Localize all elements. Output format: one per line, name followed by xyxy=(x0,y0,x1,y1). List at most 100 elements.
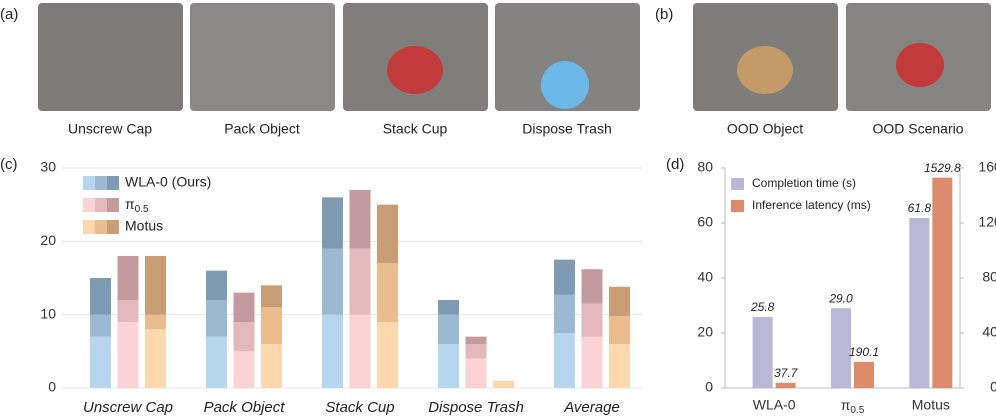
bar-segment xyxy=(438,314,459,344)
bar-segment xyxy=(233,322,255,352)
y-tick-label: 80 xyxy=(697,159,713,175)
bar-segment xyxy=(554,333,575,388)
y-tick-label: 40 xyxy=(697,269,713,285)
legend-swatch xyxy=(107,176,119,190)
value-label: 61.8 xyxy=(908,201,932,215)
legend-swatch xyxy=(107,220,119,234)
bar-segment xyxy=(206,300,227,337)
bar-segment xyxy=(581,303,603,337)
legend-label: Completion time (s) xyxy=(752,176,856,190)
bar-segment xyxy=(609,344,630,388)
plate xyxy=(541,61,589,109)
x-tick-label: π0.5 xyxy=(841,397,865,416)
bar-segment xyxy=(322,197,343,249)
y-tick-label: 20 xyxy=(697,324,713,340)
legend-swatch xyxy=(731,178,744,190)
legend-swatch xyxy=(95,220,107,234)
y2-tick-label: 800 xyxy=(982,269,996,285)
y-tick-label: 0 xyxy=(48,379,56,395)
bar-segment xyxy=(117,256,139,300)
bar-segment xyxy=(261,285,282,308)
bar xyxy=(932,177,953,388)
y-tick-label: 30 xyxy=(40,159,56,175)
legend-swatch xyxy=(107,198,119,212)
panel-label: (d) xyxy=(666,156,684,173)
y-tick-label: 20 xyxy=(40,232,56,248)
bar-segment xyxy=(206,336,227,388)
bar-segment xyxy=(465,358,487,388)
photo-caption: Dispose Trash xyxy=(522,121,611,137)
photo xyxy=(495,3,640,111)
bar-segment xyxy=(438,300,459,315)
bar-segment xyxy=(609,316,630,344)
bar-segment xyxy=(90,336,111,388)
y2-tick-label: 1600 xyxy=(978,159,996,175)
bar-segment xyxy=(233,351,255,388)
bar-segment xyxy=(377,204,398,264)
bar-segment xyxy=(554,294,575,333)
bar-segment xyxy=(581,269,603,304)
photo-caption: OOD Object xyxy=(727,121,803,137)
bar-segment xyxy=(349,314,371,388)
y-tick-label: 0 xyxy=(705,379,713,395)
bar-segment xyxy=(465,336,487,344)
cups xyxy=(737,46,793,94)
photo xyxy=(190,3,335,111)
x-tick-label: Motus xyxy=(912,397,950,413)
bar xyxy=(909,218,930,388)
y2-tick-label: 0 xyxy=(990,379,996,395)
photos xyxy=(38,3,991,111)
photo-caption: OOD Scenario xyxy=(872,121,963,137)
bar-segment xyxy=(322,248,343,315)
x-tick-label: WLA-0 xyxy=(753,397,796,413)
panel-label: (c) xyxy=(0,156,18,173)
bar-segment xyxy=(261,307,282,344)
legend-label: π0.5 xyxy=(125,196,149,215)
y-tick-label: 10 xyxy=(40,305,56,321)
bar-segment xyxy=(261,344,282,388)
value-label: 25.8 xyxy=(750,300,775,314)
legend-label: WLA-0 (Ours) xyxy=(125,174,211,190)
bar-segment xyxy=(206,270,227,300)
x-tick-label: Pack Object xyxy=(204,399,286,416)
x-tick-label: Dispose Trash xyxy=(428,399,524,416)
bar-segment xyxy=(609,286,630,317)
bar-segment xyxy=(377,322,398,388)
y2-tick-label: 400 xyxy=(982,324,996,340)
bar-segment xyxy=(322,314,343,388)
bar xyxy=(854,361,874,388)
bar-segment xyxy=(117,322,139,388)
bar-segment xyxy=(145,314,166,330)
bar-segment xyxy=(581,336,603,388)
y2-tick-label: 1200 xyxy=(978,214,996,230)
bar-segment xyxy=(90,314,111,337)
bar-segment xyxy=(554,259,575,295)
bar-segment xyxy=(349,248,371,315)
bar xyxy=(752,317,773,388)
bar xyxy=(775,382,796,388)
bar-segment xyxy=(493,380,514,388)
value-label: 190.1 xyxy=(849,345,879,359)
photo xyxy=(38,3,183,111)
cups xyxy=(387,46,443,94)
panel-label: (a) xyxy=(0,6,18,23)
x-tick-label: Average xyxy=(563,399,620,416)
bar-segment xyxy=(349,190,371,249)
value-label: 37.7 xyxy=(774,366,799,380)
legend-swatch xyxy=(95,198,107,212)
bar-segment xyxy=(117,300,139,322)
photo-caption: Pack Object xyxy=(224,121,300,137)
x-tick-label: Unscrew Cap xyxy=(83,399,173,416)
bar-segment xyxy=(145,256,166,315)
y-tick-label: 60 xyxy=(697,214,713,230)
photo-caption: Stack Cup xyxy=(383,121,448,137)
bar-segment xyxy=(377,263,398,322)
x-tick-label: Stack Cup xyxy=(325,399,394,416)
legend-swatch xyxy=(83,198,95,212)
value-label: 29.0 xyxy=(828,291,853,305)
legend-swatch xyxy=(83,176,95,190)
value-label: 1529.8 xyxy=(924,161,961,175)
bar xyxy=(831,308,851,388)
bar-segment xyxy=(145,329,166,388)
